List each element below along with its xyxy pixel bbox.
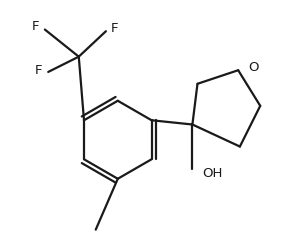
Text: OH: OH (202, 167, 223, 180)
Text: F: F (111, 22, 118, 35)
Text: F: F (34, 64, 42, 77)
Text: F: F (32, 20, 39, 33)
Text: O: O (248, 61, 259, 74)
